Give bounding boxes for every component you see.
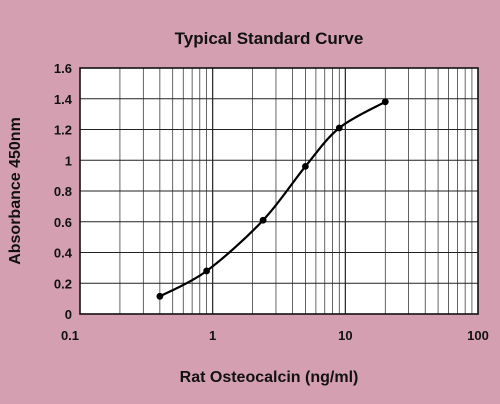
y-tick-label: 1.2 xyxy=(54,123,72,138)
chart-title: Typical Standard Curve xyxy=(175,29,364,48)
y-axis-label: Absorbance 450nm xyxy=(7,117,24,265)
data-point xyxy=(259,216,267,224)
y-tick-label: 0 xyxy=(65,307,72,322)
data-point xyxy=(335,124,343,132)
x-tick-label: 0.1 xyxy=(61,328,79,343)
data-point xyxy=(381,98,389,106)
y-tick-label: 1.6 xyxy=(54,61,72,76)
x-tick-labels: 0.1 1 10 100 xyxy=(61,328,489,343)
y-tick-label: 0.6 xyxy=(54,215,72,230)
grid-layer xyxy=(80,68,478,314)
data-point xyxy=(203,267,210,275)
plot-frame xyxy=(79,67,479,315)
y-tick-label: 0.8 xyxy=(54,184,72,199)
x-axis-label: Rat Osteocalcin (ng/ml) xyxy=(180,369,359,386)
y-tick-label: 1.4 xyxy=(54,92,73,107)
x-tick-label: 10 xyxy=(338,328,352,343)
y-tick-label: 0.4 xyxy=(54,246,73,261)
y-tick-label: 0.2 xyxy=(54,276,72,291)
x-tick-label: 100 xyxy=(467,328,489,343)
data-points xyxy=(156,98,389,300)
y-tick-label: 1 xyxy=(65,153,72,168)
data-point xyxy=(301,163,309,170)
x-tick-label: 1 xyxy=(209,328,216,343)
y-tick-labels: 0 0.2 0.4 0.6 0.8 1 1.2 1.4 1.6 xyxy=(54,61,73,322)
data-point xyxy=(156,292,164,300)
